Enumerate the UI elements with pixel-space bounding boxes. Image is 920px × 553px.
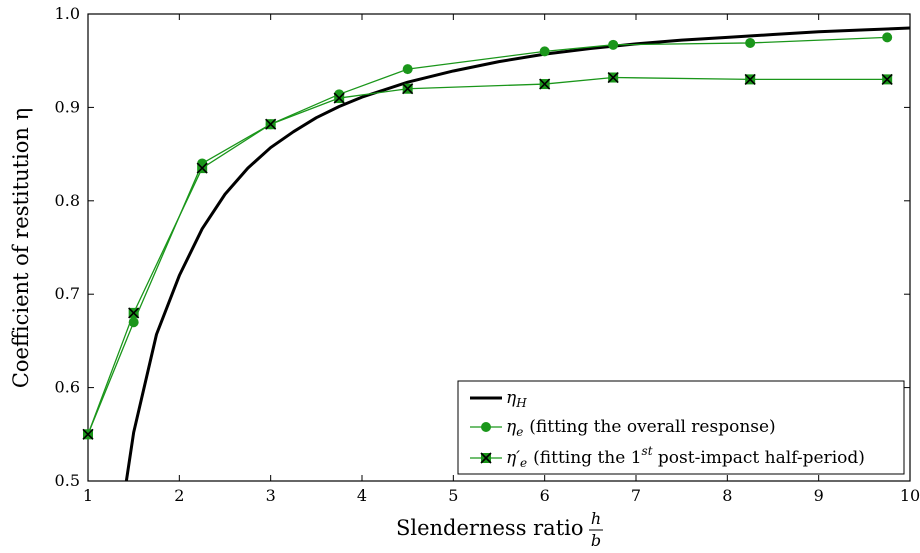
y-axis-title: Coefficient of restitution η (9, 108, 33, 388)
marker-cross-b (128, 307, 140, 319)
x-tick-label: 10 (900, 486, 920, 505)
legend-label-eta-e: ηe (fitting the overall response) (506, 417, 776, 439)
data-point-eta-e-prime (402, 83, 414, 95)
y-tick-label: 0.9 (55, 97, 80, 116)
legend-item-eta-h: ηH (470, 388, 527, 410)
y-tick-label: 1.0 (55, 4, 80, 23)
data-point-eta-e-prime (265, 118, 277, 130)
legend-label-eta-e-prime: η′e (fitting the 1st post-impact half-per… (506, 444, 865, 470)
marker-cross-b (402, 83, 414, 95)
x-tick-label: 4 (357, 486, 367, 505)
data-point-eta-e (539, 46, 550, 57)
x-axis-fraction: h b (589, 509, 603, 550)
legend-item-eta-e-prime: η′e (fitting the 1st post-impact half-per… (470, 444, 865, 470)
marker-cross-b (539, 78, 551, 90)
x-tick-label: 3 (266, 486, 276, 505)
y-tick-label: 0.6 (55, 378, 80, 397)
y-tick-label: 0.7 (55, 284, 80, 303)
data-point-eta-e-prime (196, 162, 208, 174)
y-tick-label: 0.5 (55, 471, 80, 490)
data-point-eta-e-prime (539, 78, 551, 90)
marker-cross-b (881, 73, 893, 85)
data-point-eta-e (128, 317, 139, 328)
series-line-eta-e (87, 36, 888, 435)
data-point-eta-e-prime (881, 73, 893, 85)
marker-cross-b (744, 73, 756, 85)
data-point-eta-e (608, 39, 619, 50)
data-point-eta-e-prime (607, 71, 619, 84)
data-point-eta-e-prime (128, 307, 140, 319)
marker-cross-b (196, 162, 208, 174)
data-point-eta-e (402, 64, 413, 75)
x-axis-fraction-denominator: b (591, 531, 601, 550)
data-point-eta-e-prime (744, 73, 756, 85)
data-point-eta-e (882, 32, 893, 43)
marker-cross-b (82, 428, 94, 440)
marker-cross-b (333, 92, 345, 104)
series-layer (82, 26, 911, 482)
legend: ηH ηe (fitting the overall response) η′e(… (457, 380, 905, 475)
legend-swatch-eta-e-marker (481, 422, 491, 432)
x-tick-label: 1 (83, 486, 93, 505)
data-point-eta-e (745, 37, 756, 48)
x-tick-label: 9 (814, 486, 824, 505)
x-tick-label: 5 (448, 486, 458, 505)
y-tick-label: 0.8 (55, 191, 80, 210)
series-line-eta-h (124, 26, 911, 482)
x-tick-label: 8 (722, 486, 732, 505)
legend-label-eta-h: ηH (506, 388, 527, 410)
y-axis-ticks: 0.5 0.6 0.7 0.8 0.9 1.0 (55, 4, 910, 490)
data-point-eta-e-prime (333, 92, 345, 104)
x-axis-fraction-numerator: h (591, 509, 601, 528)
x-tick-label: 6 (540, 486, 550, 505)
x-axis-ticks: 1 2 3 4 5 6 7 8 9 10 (83, 14, 920, 505)
x-tick-label: 2 (174, 486, 184, 505)
legend-item-eta-e: ηe (fitting the overall response) (470, 417, 776, 439)
data-point-eta-e-prime (82, 428, 94, 440)
marker-cross-b (607, 71, 619, 84)
x-tick-label: 7 (631, 486, 641, 505)
legend-box (457, 380, 905, 475)
legend-swatch-eta-e-prime-marker (480, 452, 492, 464)
marker-cross-b (265, 118, 277, 130)
x-axis-title: Slenderness ratio (396, 516, 584, 540)
series-line-eta-e-prime (87, 76, 888, 435)
